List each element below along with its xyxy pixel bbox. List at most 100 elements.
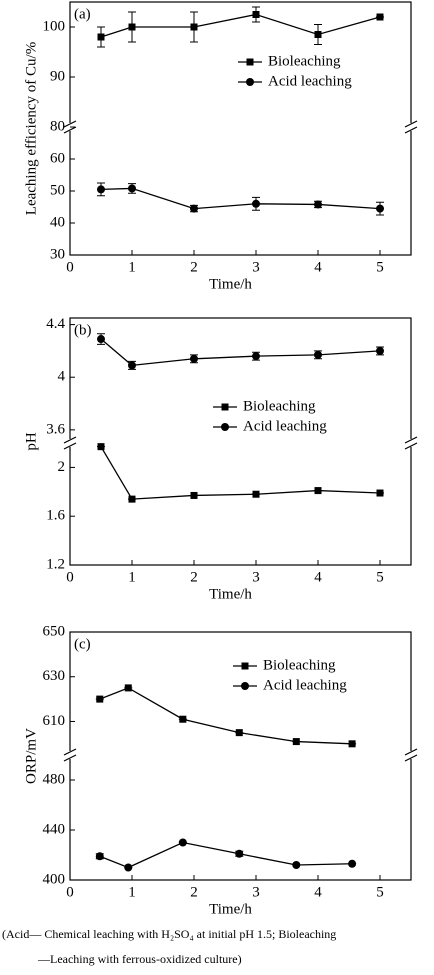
plot-frame [69,317,412,566]
series-line [100,446,381,500]
axis-break-mark [63,436,77,444]
plot-frame [69,1,412,256]
y-tick-label: 90 [50,68,65,84]
x-tick-label: 1 [128,884,136,900]
axis-break-mark [63,442,77,450]
x-tick-label: 3 [252,569,260,585]
marker [190,204,198,213]
legend-marker [221,403,229,411]
caption-line: —Leaching with ferrous-oxidized culture) [37,952,242,966]
marker [314,487,322,495]
y-tick-label: 630 [43,668,66,684]
marker [124,684,132,692]
x-tick-label: 5 [376,884,384,900]
x-tick-label: 2 [190,884,198,900]
y-tick-label: 100 [43,18,66,34]
x-tick-label: 5 [376,259,384,275]
axis-break-mark [404,126,418,134]
y-tick-label: 40 [50,214,65,230]
y-tick-label: 50 [50,182,65,198]
marker [190,491,198,499]
marker [348,859,357,868]
x-tick-label: 2 [190,259,198,275]
series-line [99,841,353,869]
y-tick-label: 4.4 [46,316,65,332]
marker [252,199,260,208]
legend-marker [241,662,249,670]
legend-marker [246,58,254,66]
marker [376,346,384,355]
y-tick-label: 1.2 [46,556,65,572]
legend-label: Bioleaching [268,53,341,69]
y-tick-label: 30 [50,246,65,262]
marker [235,729,243,737]
x-tick-label: 1 [128,569,136,585]
y-tick-label: 3.6 [46,421,65,437]
marker [292,738,300,746]
series-line [100,13,381,38]
series-line [100,187,381,210]
marker [179,715,187,723]
axis-break-mark [404,748,418,756]
axis-break-mark [404,436,418,444]
axis-break-gap [66,439,74,447]
marker [190,23,198,31]
x-tick-label: 0 [66,259,74,275]
marker [128,184,136,193]
legend-label: Acid leaching [268,73,352,89]
marker [252,11,260,18]
axis-break-gap [407,751,415,759]
marker [376,489,384,497]
x-tick-label: 3 [252,259,260,275]
y-axis-label: Leaching efficiency of Cu/% [23,42,39,215]
marker [314,31,322,38]
x-tick-label: 4 [314,884,322,900]
marker [95,852,104,861]
axis-break-gap [407,123,415,131]
marker [348,740,356,748]
marker [376,13,384,21]
axis-break-gap [407,439,415,447]
marker [97,33,105,41]
legend-label: Bioleaching [243,398,316,414]
y-axis-label: ORP/mV [23,728,39,784]
x-tick-label: 4 [314,259,322,275]
legend-label: Bioleaching [263,657,336,673]
marker [124,863,133,872]
axis-break-mark [63,748,77,756]
marker [252,490,260,498]
legend-label: Acid leaching [243,418,327,434]
marker [97,185,105,194]
marker [97,443,105,451]
series-line [99,687,353,745]
marker [128,361,136,370]
axis-break-mark [404,754,418,762]
marker [314,200,322,209]
x-tick-label: 2 [190,569,198,585]
y-tick-label: 80 [50,118,65,134]
legend-marker [241,682,249,690]
panel-label: (c) [74,636,91,652]
y-tick-label: 440 [43,821,66,837]
marker [376,204,384,213]
axis-break-mark [63,754,77,762]
marker [314,350,322,359]
x-tick-label: 1 [128,259,136,275]
marker [178,838,187,847]
x-axis-label: Time/h [209,586,252,602]
marker [190,354,198,363]
plot-frame [69,631,412,881]
y-tick-label: 480 [43,771,66,787]
legend-marker [246,78,254,86]
marker [96,695,104,703]
y-tick-label: 4 [58,369,66,385]
legend-label: Acid leaching [263,677,347,693]
caption-line: (Acid— Chemical leaching with H₂SO₄ at i… [2,927,336,941]
axis-break-mark [63,120,77,128]
y-tick-label: 650 [43,623,66,639]
marker [97,335,105,344]
x-tick-label: 0 [66,884,74,900]
marker [128,23,136,31]
x-tick-label: 0 [66,569,74,585]
